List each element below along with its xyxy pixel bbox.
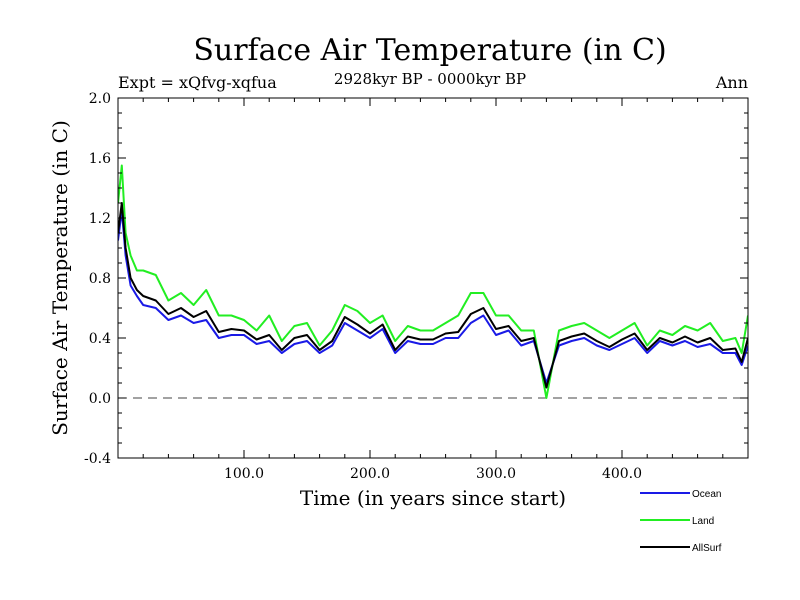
x-tick-label: 300.0 bbox=[476, 466, 516, 482]
series-line-land bbox=[118, 164, 748, 399]
y-tick-label: 0.4 bbox=[89, 331, 111, 347]
y-axis-label: Surface Air Temperature (in C) bbox=[48, 120, 72, 436]
y-tick-label: 1.6 bbox=[89, 151, 111, 167]
y-tick-label: 1.2 bbox=[89, 211, 111, 227]
series-line-ocean bbox=[118, 209, 748, 384]
chart-title: Surface Air Temperature (in C) bbox=[193, 33, 666, 68]
y-tick-label: -0.4 bbox=[84, 451, 111, 467]
experiment-label: Expt = xQfvg-xqfua bbox=[118, 73, 277, 92]
y-tick-label: 0.8 bbox=[89, 271, 111, 287]
x-tick-label: 200.0 bbox=[350, 466, 390, 482]
y-tick-label: 2.0 bbox=[89, 91, 111, 107]
legend-label-ocean: Ocean bbox=[692, 489, 721, 500]
chart-subtitle: 2928kyr BP - 0000kyr BP bbox=[334, 70, 526, 88]
x-axis-label: Time (in years since start) bbox=[300, 486, 566, 510]
x-tick-label: 400.0 bbox=[602, 466, 642, 482]
x-tick-label: 100.0 bbox=[224, 466, 264, 482]
axis-ticks: 100.0 200.0 300.0 400.0 -0.4 0.0 0.4 0.8 1.2 1.6 2… bbox=[84, 91, 748, 482]
series-line-allsurf bbox=[118, 202, 748, 389]
plot-area: 100.0 200.0 300.0 400.0 -0.4 0.0 0.4 0.8 1.2 1.6 2… bbox=[84, 91, 749, 482]
period-label: Ann bbox=[715, 73, 748, 92]
series-group bbox=[118, 164, 748, 399]
legend-label-land: Land bbox=[692, 516, 714, 527]
plot-frame bbox=[117, 97, 749, 459]
legend-label-allsurf: AllSurf bbox=[692, 543, 722, 554]
y-tick-label: 0.0 bbox=[89, 391, 111, 407]
legend: Ocean Land AllSurf bbox=[640, 489, 722, 554]
